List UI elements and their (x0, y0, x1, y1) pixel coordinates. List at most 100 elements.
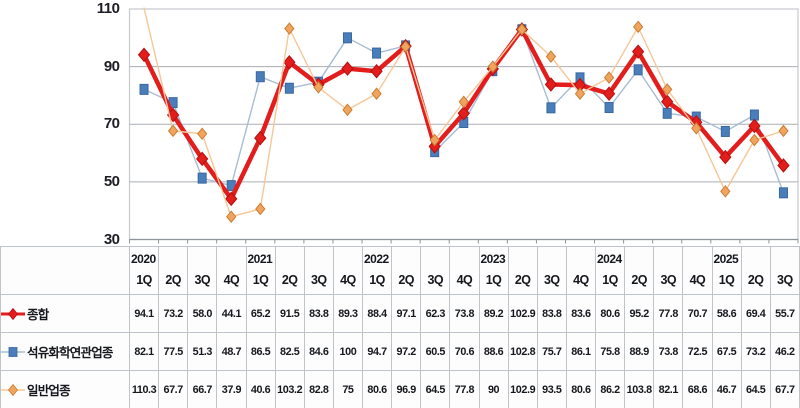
period-header-cell: 4Q (449, 246, 480, 295)
quarter-label: 4Q (340, 273, 356, 287)
data-point-marker (370, 63, 383, 79)
data-point-marker (197, 172, 207, 184)
legend-marker-icon (1, 307, 25, 320)
series-0 (137, 22, 790, 207)
quarter-label: 1Q (369, 273, 385, 287)
value-cell: 77.5 (158, 332, 189, 371)
year-label (189, 248, 216, 266)
value-cell: 77.8 (449, 370, 480, 408)
value-cell: 83.8 (536, 294, 567, 333)
year-label (160, 248, 187, 266)
value-cell: 58.6 (711, 294, 742, 333)
period-header-cell: 2024 1Q (594, 246, 626, 295)
value-cell: 37.9 (216, 370, 247, 408)
quarter-label: 3Q (543, 273, 560, 287)
legend-marker-icon (1, 346, 25, 357)
quarter-label: 2Q (631, 273, 648, 287)
period-header-cell: 3Q (303, 246, 334, 295)
value-cell: 93.5 (536, 370, 567, 408)
data-point-marker (546, 102, 556, 114)
value-cell: 88.6 (478, 332, 509, 371)
period-header-cell: 2021 1Q (245, 246, 276, 295)
year-label: 2022 (364, 252, 389, 266)
value-cell: 40.6 (245, 370, 276, 408)
quarter-label: 4Q (689, 273, 706, 287)
data-point-marker (749, 109, 759, 121)
data-point-marker (544, 77, 558, 92)
data-table: 2020 1Q 2Q 3Q 4Q 2021 1Q 2Q 3Q 4Q 2022 1Q 2Q … (0, 246, 800, 408)
data-point-marker (748, 118, 761, 134)
period-header-cell: 4Q (332, 246, 364, 295)
data-point-marker (283, 55, 296, 70)
data-point-marker (342, 32, 352, 44)
data-point-marker (139, 83, 149, 95)
value-cell: 110.3 (128, 370, 160, 408)
data-point-marker (720, 185, 731, 198)
year-label (771, 248, 798, 266)
value-cell: 86.2 (594, 370, 626, 408)
value-cell: 66.7 (187, 370, 218, 408)
data-point-marker (487, 60, 498, 73)
period-header-cell: 2Q (274, 246, 305, 295)
data-point-marker (255, 202, 266, 216)
table-row-series-0: 종합 94.1 73.2 58.0 44.1 65.2 91.5 83.8 89.3 88.4 97… (0, 294, 800, 333)
year-label (451, 248, 478, 266)
quarter-label: 1Q (252, 273, 269, 287)
value-cell: 70.6 (449, 332, 480, 371)
period-header-cell: 3Q (536, 246, 567, 295)
quarter-label: 2Q (281, 273, 298, 287)
data-point-marker (428, 139, 441, 154)
legend-marker-icon (1, 383, 25, 396)
value-cell: 97.2 (391, 332, 422, 371)
series-name: 석유화학연관업종 (27, 346, 113, 360)
value-cell: 83.6 (565, 294, 597, 333)
series-name: 종합 (27, 308, 49, 322)
data-point-marker (429, 133, 440, 147)
value-cell: 82.1 (653, 370, 684, 408)
value-cell: 80.6 (565, 370, 597, 408)
value-cell: 60.5 (420, 332, 451, 371)
value-cell: 51.3 (187, 332, 218, 371)
data-point-marker (341, 61, 354, 76)
value-cell: 64.5 (420, 370, 451, 408)
value-cell: 80.6 (361, 370, 393, 408)
year-label (393, 248, 420, 266)
data-point-marker (778, 124, 789, 138)
value-cell: 103.2 (274, 370, 305, 408)
value-cell: 88.4 (361, 294, 393, 333)
year-label (218, 248, 245, 266)
year-label (509, 248, 536, 266)
y-axis-tick-label: 70 (103, 115, 120, 133)
quarter-label: 4Q (456, 273, 473, 287)
period-header-cell: 2025 1Q (711, 246, 742, 295)
data-point-marker (631, 44, 645, 59)
year-label (626, 248, 653, 266)
quarter-label: 2Q (514, 273, 531, 287)
value-cell: 44.1 (216, 294, 247, 333)
value-cell: 73.8 (449, 294, 480, 333)
data-point-marker (196, 151, 209, 167)
year-label (567, 248, 594, 266)
value-cell: 67.7 (158, 370, 189, 408)
value-cell: 65.2 (245, 294, 276, 333)
value-cell: 97.1 (391, 294, 422, 333)
series-label-cell: 종합 (0, 294, 130, 333)
value-cell: 48.7 (216, 332, 247, 371)
value-cell: 46.7 (711, 370, 742, 408)
data-point-marker (661, 94, 674, 110)
value-cell: 46.2 (769, 332, 800, 371)
data-point-marker (633, 64, 643, 76)
value-cell: 67.7 (769, 370, 800, 408)
data-point-marker (255, 71, 265, 83)
value-cell: 55.7 (769, 294, 800, 333)
data-point-marker (284, 82, 294, 94)
value-cell: 103.8 (624, 370, 655, 408)
data-point-marker (604, 102, 614, 114)
value-cell: 100 (332, 332, 364, 371)
year-label (742, 248, 769, 266)
data-point-marker (226, 210, 237, 224)
quarter-label: 3Q (194, 273, 211, 287)
year-label: 2021 (247, 252, 273, 266)
data-point-marker (602, 86, 616, 101)
period-header-cell: 2022 1Q (361, 246, 393, 295)
